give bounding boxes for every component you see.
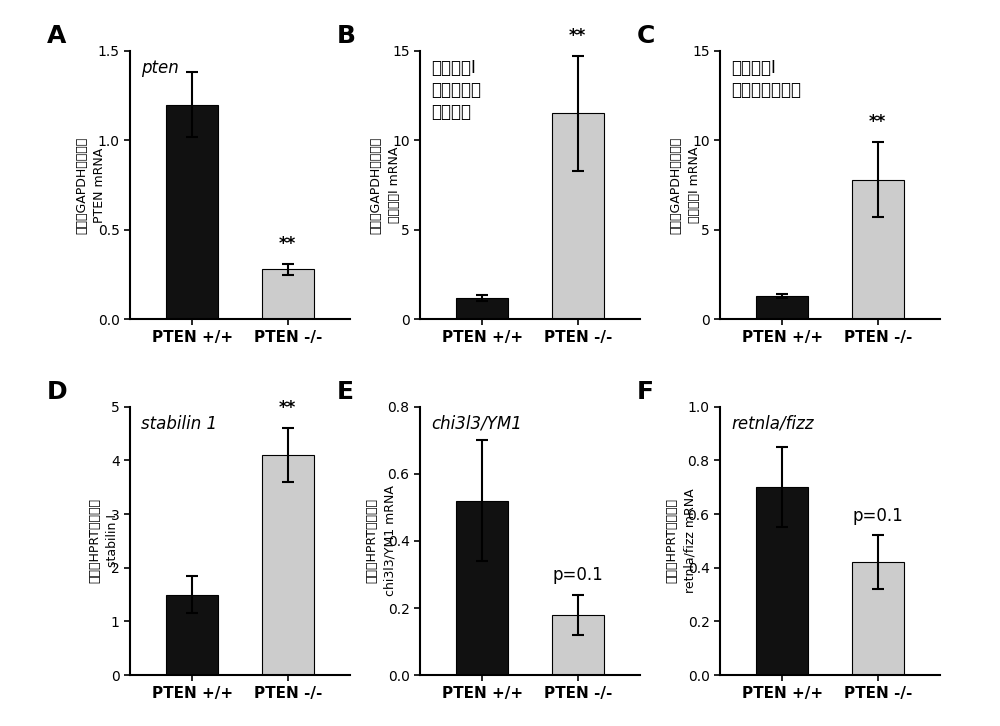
- Text: B: B: [336, 24, 355, 48]
- Text: **: **: [569, 28, 586, 46]
- Bar: [456, 298, 508, 319]
- Y-axis label: 相对于GAPDH归一化的
PTEN mRNA: 相对于GAPDH归一化的 PTEN mRNA: [75, 136, 106, 234]
- Bar: [756, 487, 808, 675]
- Text: **: **: [869, 113, 886, 131]
- Text: p=0.1: p=0.1: [552, 566, 603, 584]
- Bar: [852, 180, 904, 319]
- Y-axis label: 相对于GAPDH归一化的
精氨酸酶I mRNA: 相对于GAPDH归一化的 精氨酸酶I mRNA: [670, 136, 701, 234]
- Text: A: A: [46, 24, 66, 48]
- Text: 精氨酸酶I
固有的巨噬细胞: 精氨酸酶I 固有的巨噬细胞: [731, 59, 801, 99]
- Text: stabilin 1: stabilin 1: [141, 415, 217, 433]
- Bar: [852, 563, 904, 675]
- Text: chi3l3/YM1: chi3l3/YM1: [431, 415, 522, 433]
- Text: p=0.1: p=0.1: [852, 507, 903, 525]
- Text: F: F: [636, 380, 653, 404]
- Text: retnla/fizz: retnla/fizz: [731, 415, 814, 433]
- Text: 精氨酸酶I
炎症诱导的
巨噬细胞: 精氨酸酶I 炎症诱导的 巨噬细胞: [431, 59, 481, 121]
- Text: pten: pten: [141, 59, 179, 77]
- Y-axis label: 相对于HPRT归一化的
retnla/fizz mRNA: 相对于HPRT归一化的 retnla/fizz mRNA: [665, 489, 696, 593]
- Bar: [166, 105, 218, 319]
- Bar: [262, 269, 314, 319]
- Bar: [456, 501, 508, 675]
- Bar: [166, 595, 218, 675]
- Bar: [552, 113, 604, 319]
- Bar: [756, 296, 808, 319]
- Bar: [552, 615, 604, 675]
- Y-axis label: 相对于HPRT归一化的
chi3l3/YM1 mRNA: 相对于HPRT归一化的 chi3l3/YM1 mRNA: [365, 486, 396, 596]
- Bar: [262, 455, 314, 675]
- Y-axis label: 相对于GAPDH归一化的
精氨酸酶I mRNA: 相对于GAPDH归一化的 精氨酸酶I mRNA: [370, 136, 401, 234]
- Text: **: **: [279, 399, 296, 417]
- Y-axis label: 相对于HPRT归一化的
stabilin I: 相对于HPRT归一化的 stabilin I: [88, 498, 119, 584]
- Text: D: D: [46, 380, 67, 404]
- Text: **: **: [279, 235, 296, 253]
- Text: E: E: [336, 380, 353, 404]
- Text: C: C: [636, 24, 655, 48]
